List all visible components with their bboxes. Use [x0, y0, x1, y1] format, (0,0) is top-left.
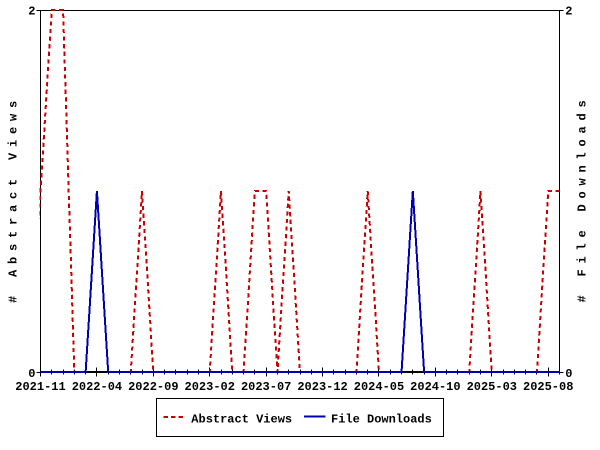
svg-text:2023-12: 2023-12	[297, 380, 347, 394]
svg-text:File Downloads: File Downloads	[331, 412, 432, 426]
svg-text:0: 0	[28, 367, 35, 381]
svg-text:0: 0	[565, 367, 572, 381]
svg-text:Abstract Views: Abstract Views	[191, 412, 292, 426]
svg-text:2022-09: 2022-09	[128, 380, 178, 394]
svg-text:2023-07: 2023-07	[241, 380, 291, 394]
svg-text:2022-04: 2022-04	[72, 380, 122, 394]
svg-text:2024-10: 2024-10	[410, 380, 460, 394]
svg-text:2: 2	[28, 4, 35, 18]
svg-text:# Abstract Views: # Abstract Views	[7, 95, 21, 303]
svg-text:2021-11: 2021-11	[15, 380, 65, 394]
svg-text:2025-03: 2025-03	[467, 380, 517, 394]
svg-text:2025-08: 2025-08	[523, 380, 573, 394]
svg-text:2023-02: 2023-02	[185, 380, 235, 394]
svg-text:2: 2	[565, 4, 572, 18]
svg-text:2024-05: 2024-05	[354, 380, 404, 394]
svg-text:# File Downloads: # File Downloads	[576, 94, 590, 302]
